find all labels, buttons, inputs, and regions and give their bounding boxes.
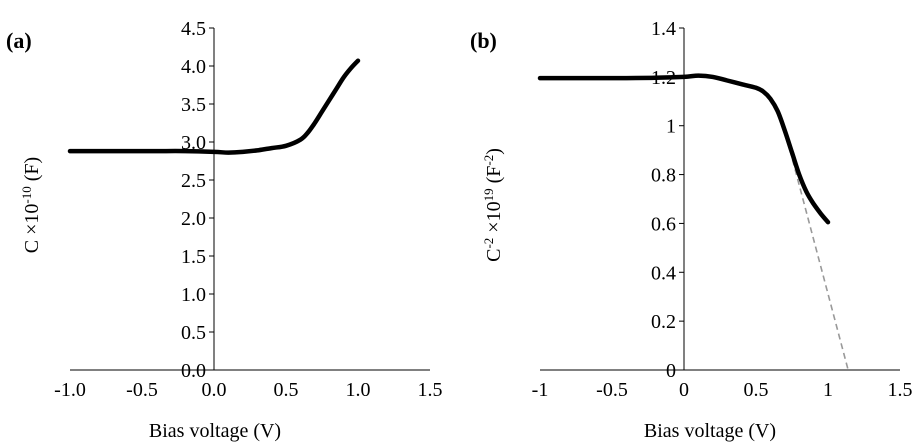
panel-a-y-tick-label: 1.5 (181, 246, 206, 268)
panel-b-series-line (537, 73, 831, 225)
panel-a-series-line (67, 58, 361, 155)
panel-a-x-tick-label: 0.5 (274, 379, 299, 401)
panel-b-x-tick-label: -1 (532, 379, 549, 401)
panel-a-x-tick-label: 0.0 (202, 379, 227, 401)
panel-a-y-tick-label: 1.0 (181, 284, 206, 306)
panel-b-x-tick-label: 1.5 (888, 379, 913, 401)
panel-a-x-tick-label: -1.0 (54, 379, 86, 401)
panel-a-y-tick-label: 3.5 (181, 94, 206, 116)
panel-b-x-tick-label: 0 (679, 379, 689, 401)
panel-b-extrapolation-line (784, 130, 849, 371)
panel-a-y-tick-label: 4.5 (181, 18, 206, 40)
panel-b-x-tick-label: 0.5 (744, 379, 769, 401)
panel-b-x-axis-label: Bias voltage (V) (644, 420, 776, 442)
panel-b-y-tick-label: 0.6 (651, 213, 676, 235)
panel-b-y-axis-label: C-2 ×1019 (F-2) (481, 148, 506, 262)
panel-a-y-tick-label: 0.0 (181, 360, 206, 382)
panel-a-label: (a) (6, 28, 32, 53)
panel-a-x-tick-label: -0.5 (126, 379, 158, 401)
panel-a-y-tick-label: 3.0 (181, 132, 206, 154)
panel-b-y-tick-label: 1.4 (651, 18, 676, 40)
panel-a-x-tick-label: 1.5 (418, 379, 443, 401)
panel-b-plot: 00.20.40.60.811.21.4-1 -0.5 0 0.5 1 1.5 (532, 18, 913, 401)
panel-b-y-tick-label: 0.8 (651, 165, 676, 187)
panel-a-y-tick-label: 2.0 (181, 208, 206, 230)
panel-b-y-tick-label: 0.2 (651, 311, 676, 333)
panel-a-x-tick-label: 1.0 (346, 379, 371, 401)
panel-a-x-axis-label: Bias voltage (V) (149, 420, 281, 442)
panel-a-y-tick-label: 4.0 (181, 56, 206, 78)
panel-b-x-tick-label: 1 (823, 379, 833, 401)
panel-a-y-tick-label: 0.5 (181, 322, 206, 344)
panel-b-label: (b) (470, 28, 497, 53)
panel-b-y-tick-label: 1 (666, 116, 676, 138)
panel-a-y-axis-label: C ×10-10 (F) (19, 157, 44, 253)
panel-b-y-tick-label: 0.4 (651, 262, 676, 284)
panel-b-x-tick-label: -0.5 (596, 379, 628, 401)
panel-a-y-tick-label: 2.5 (181, 170, 206, 192)
panel-a-plot: 0.0 0.5 1.0 1.5 2.0 2.5 3.0 3.5 4.0 4.5 -1.0 -0.5 0.… (54, 18, 442, 401)
panel-b-y-tick-label: 0 (666, 360, 676, 382)
